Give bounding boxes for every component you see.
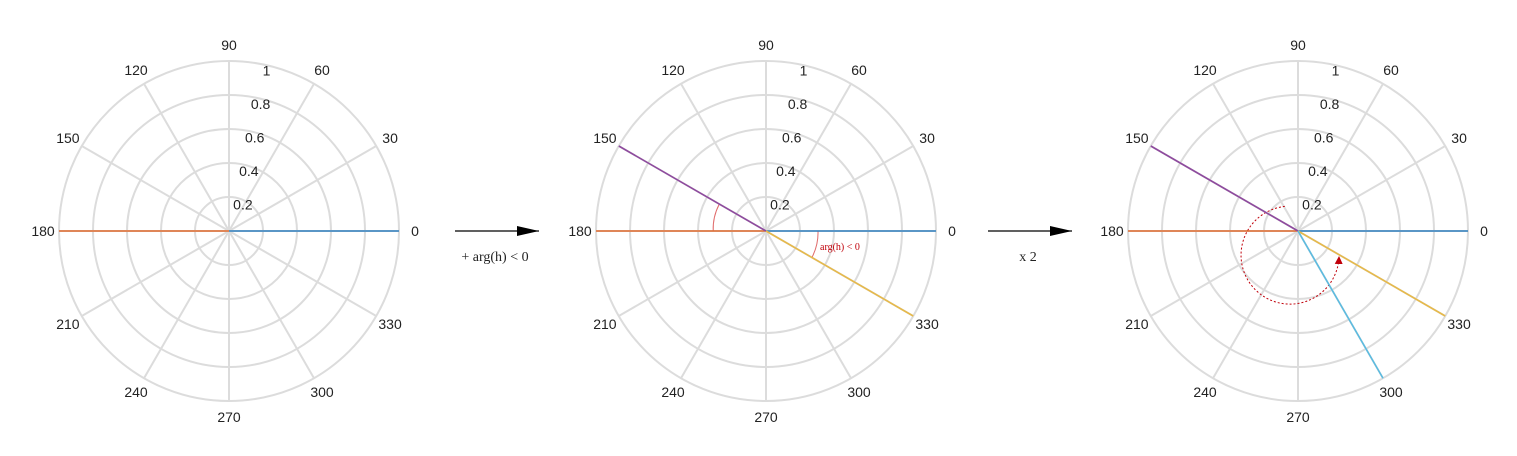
angle-labels-1: 0 30 60 90 120 150 180 210 240 270 300 330 xyxy=(31,37,419,425)
grid-spoke xyxy=(81,230,230,317)
polar-vectors-2 xyxy=(596,145,936,317)
angle-label: 90 xyxy=(758,37,774,53)
grid-spoke xyxy=(1297,83,1384,232)
grid-spoke xyxy=(618,230,767,317)
angle-label: 90 xyxy=(221,37,237,53)
rotation-arc-dotted xyxy=(1240,205,1343,305)
radial-label: 1 xyxy=(800,63,808,79)
grid-spoke xyxy=(765,83,852,232)
angle-annotation: arg(h) < 0 xyxy=(820,242,860,253)
radial-label: 1 xyxy=(263,63,271,79)
angle-label: 270 xyxy=(217,409,241,425)
vector-cyan xyxy=(1297,230,1384,379)
angle-label: 30 xyxy=(919,130,935,146)
radial-label: 0.6 xyxy=(1314,130,1334,146)
grid-spoke xyxy=(1297,145,1446,232)
angle-label: 210 xyxy=(56,316,80,332)
radial-labels-2: 0.2 0.4 0.6 0.8 1 xyxy=(770,63,807,213)
angle-label: 330 xyxy=(378,316,402,332)
grid-spoke xyxy=(680,230,767,379)
grid-spoke xyxy=(81,145,230,232)
radial-label: 0.8 xyxy=(251,96,271,112)
grid-spoke xyxy=(1212,230,1299,379)
grid-spoke xyxy=(765,230,852,379)
angle-label: 30 xyxy=(1451,130,1467,146)
angle-label: 0 xyxy=(411,223,419,239)
radial-label: 0.4 xyxy=(776,163,796,179)
grid-spoke xyxy=(228,230,315,379)
angle-label: 240 xyxy=(661,384,685,400)
radial-label: 0.2 xyxy=(1302,197,1322,213)
angle-label: 300 xyxy=(1379,384,1403,400)
angle-labels-3: 0 30 60 90 120 150 180 210 240 270 300 330 xyxy=(1100,37,1488,425)
radial-labels-3: 0.2 0.4 0.6 0.8 1 xyxy=(1302,63,1339,213)
angle-label: 180 xyxy=(568,223,592,239)
radial-label: 0.4 xyxy=(239,163,259,179)
angle-label: 300 xyxy=(847,384,871,400)
angle-arc-left xyxy=(712,204,720,232)
angle-label: 240 xyxy=(1193,384,1217,400)
angle-label: 30 xyxy=(382,130,398,146)
angle-label: 210 xyxy=(593,316,617,332)
transition-label-1: + arg(h) < 0 xyxy=(461,250,528,265)
vector-yellow xyxy=(765,230,914,317)
radial-label: 0.2 xyxy=(233,197,253,213)
grid-spoke xyxy=(1150,230,1299,317)
angle-label: 150 xyxy=(56,130,80,146)
angle-label: 120 xyxy=(661,62,685,78)
radial-label: 0.6 xyxy=(782,130,802,146)
polar-vectors-3 xyxy=(1128,145,1468,379)
radial-labels-1: 0.2 0.4 0.6 0.8 1 xyxy=(233,63,270,213)
angle-label: 0 xyxy=(1480,223,1488,239)
angle-labels-2: 0 30 60 90 120 150 180 210 240 270 300 330 xyxy=(568,37,956,425)
radial-label: 0.6 xyxy=(245,130,265,146)
grid-spoke xyxy=(228,83,315,232)
grid-spoke xyxy=(1212,83,1299,232)
angle-label: 180 xyxy=(1100,223,1124,239)
vector-purple xyxy=(1150,145,1299,232)
grid-spoke xyxy=(680,83,767,232)
grid-spoke xyxy=(228,145,377,232)
angle-label: 150 xyxy=(1125,130,1149,146)
grid-spoke xyxy=(143,83,230,232)
angle-label: 330 xyxy=(1447,316,1471,332)
angle-label: 120 xyxy=(124,62,148,78)
angle-label: 240 xyxy=(124,384,148,400)
vector-yellow xyxy=(1297,230,1446,317)
angle-label: 150 xyxy=(593,130,617,146)
angle-label: 90 xyxy=(1290,37,1306,53)
radial-label: 0.8 xyxy=(788,96,808,112)
angle-label: 0 xyxy=(948,223,956,239)
angle-label: 180 xyxy=(31,223,55,239)
angle-label: 270 xyxy=(754,409,778,425)
grid-spoke xyxy=(228,230,377,317)
angle-label: 270 xyxy=(1286,409,1310,425)
grid-spoke xyxy=(143,230,230,379)
angle-arc-right xyxy=(811,230,819,258)
radial-label: 0.2 xyxy=(770,197,790,213)
angle-label: 300 xyxy=(310,384,334,400)
angle-label: 210 xyxy=(1125,316,1149,332)
angle-label: 60 xyxy=(851,62,867,78)
angle-label: 60 xyxy=(1383,62,1399,78)
angle-label: 330 xyxy=(915,316,939,332)
radial-label: 0.8 xyxy=(1320,96,1340,112)
radial-label: 1 xyxy=(1332,63,1340,79)
transition-label-2: x 2 xyxy=(1019,250,1037,265)
transition-2: x 2 xyxy=(988,226,1072,265)
radial-label: 0.4 xyxy=(1308,163,1328,179)
grid-spoke xyxy=(765,145,914,232)
vector-purple xyxy=(618,145,767,232)
transition-1: + arg(h) < 0 xyxy=(455,226,539,265)
angle-label: 120 xyxy=(1193,62,1217,78)
angle-label: 60 xyxy=(314,62,330,78)
